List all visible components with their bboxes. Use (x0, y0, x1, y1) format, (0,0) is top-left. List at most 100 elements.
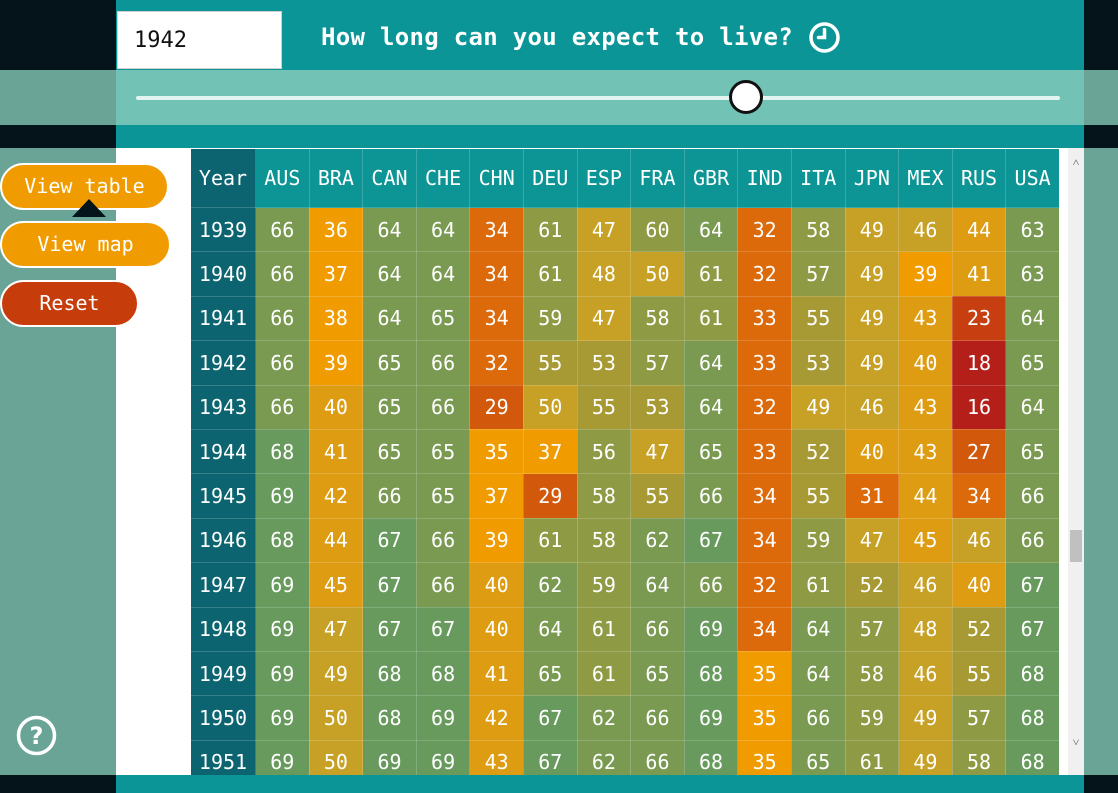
table-row: 1941 66 38 64 65 34 59 47 58 61 33 55 49 43 23 64 (190, 295, 1060, 342)
year-slider-track[interactable] (136, 96, 1060, 100)
column-header-usa[interactable]: USA (1005, 148, 1060, 208)
page-title: How long can you expect to live? (321, 23, 793, 51)
column-header-che[interactable]: CHE (415, 148, 471, 208)
life-expectancy-cell: 49 (844, 251, 900, 297)
life-expectancy-cell: 43 (898, 295, 953, 342)
life-expectancy-cell: 32 (737, 562, 792, 608)
life-expectancy-cell: 50 (308, 695, 364, 741)
scroll-up-icon[interactable]: ˄ (1072, 155, 1080, 169)
column-header-bra[interactable]: BRA (308, 148, 364, 208)
life-expectancy-cell: 52 (844, 562, 900, 608)
svg-text:?: ? (30, 722, 44, 750)
life-expectancy-cell: 40 (951, 562, 1007, 608)
table-row: 1946 68 44 67 66 39 61 58 62 67 34 59 47 45 46 66 (190, 517, 1060, 564)
view-map-button[interactable]: View map (0, 221, 171, 268)
reset-button[interactable]: Reset (0, 280, 139, 327)
clock-icon[interactable] (808, 21, 841, 54)
life-expectancy-cell: 56 (576, 428, 632, 475)
life-expectancy-cell: 61 (683, 295, 739, 342)
life-expectancy-cell: 66 (362, 473, 417, 519)
life-expectancy-cell: 66 (255, 384, 310, 430)
life-expectancy-cell: 44 (951, 206, 1007, 253)
life-expectancy-cell: 58 (951, 739, 1007, 775)
column-header-year[interactable]: Year (190, 148, 256, 208)
year-input[interactable] (117, 11, 282, 69)
year-cell: 1949 (190, 650, 256, 697)
life-expectancy-cell: 18 (951, 340, 1007, 386)
life-expectancy-cell: 58 (576, 473, 632, 519)
life-expectancy-cell: 62 (522, 562, 578, 608)
life-expectancy-cell: 69 (255, 739, 310, 775)
column-header-ita[interactable]: ITA (790, 148, 846, 208)
life-expectancy-cell: 39 (308, 340, 364, 386)
year-slider-thumb[interactable] (728, 80, 763, 114)
life-expectancy-cell: 46 (898, 562, 953, 608)
life-expectancy-cell: 65 (362, 428, 417, 475)
life-expectancy-cell: 33 (737, 340, 792, 386)
table-row: 1951 69 50 69 69 43 67 62 66 68 35 65 61 49 58 68 (190, 739, 1060, 775)
life-expectancy-cell: 64 (362, 206, 417, 253)
life-expectancy-cell: 40 (898, 340, 953, 386)
life-expectancy-cell: 67 (362, 606, 417, 652)
life-expectancy-cell: 47 (308, 606, 364, 652)
table-row: 1947 69 45 67 66 40 62 59 64 66 32 61 52 46 40 67 (190, 562, 1060, 608)
life-expectancy-cell: 35 (469, 428, 524, 475)
life-expectancy-cell: 55 (576, 384, 632, 430)
life-expectancy-cell: 66 (790, 695, 846, 741)
spacer-right (1084, 125, 1118, 148)
life-expectancy-cell: 49 (308, 650, 364, 697)
life-expectancy-cell: 34 (737, 473, 792, 519)
bottom-right-background (1084, 775, 1118, 793)
question-circle-icon[interactable]: ? (16, 715, 57, 756)
life-expectancy-cell: 41 (469, 650, 524, 697)
table-row: 1943 66 40 65 66 29 50 55 53 64 32 49 46 43 16 64 (190, 384, 1060, 430)
year-cell: 1942 (190, 340, 256, 386)
scrollbar-thumb[interactable] (1070, 530, 1082, 562)
column-header-esp[interactable]: ESP (576, 148, 632, 208)
life-expectancy-cell: 68 (415, 650, 471, 697)
life-expectancy-cell: 44 (898, 473, 953, 519)
life-expectancy-cell: 65 (683, 428, 739, 475)
life-expectancy-cell: 37 (522, 428, 578, 475)
active-view-indicator (72, 199, 106, 217)
table-scrollbar[interactable]: ˄ ˅ (1068, 148, 1084, 775)
life-expectancy-cell: 65 (362, 384, 417, 430)
life-expectancy-cell: 39 (898, 251, 953, 297)
column-header-gbr[interactable]: GBR (683, 148, 739, 208)
column-header-ind[interactable]: IND (737, 148, 792, 208)
table-row: 1939 66 36 64 64 34 61 47 60 64 32 58 49 46 44 63 (190, 206, 1060, 253)
life-expectancy-cell: 61 (576, 606, 632, 652)
life-expectancy-cell: 69 (683, 606, 739, 652)
life-expectancy-cell: 55 (790, 295, 846, 342)
column-header-jpn[interactable]: JPN (844, 148, 900, 208)
life-expectancy-cell: 43 (898, 428, 953, 475)
life-expectancy-cell: 61 (790, 562, 846, 608)
life-expectancy-cell: 66 (415, 340, 471, 386)
column-header-fra[interactable]: FRA (630, 148, 685, 208)
life-expectancy-cell: 68 (1005, 650, 1060, 697)
spacer-left (0, 125, 116, 148)
life-expectancy-cell: 49 (898, 695, 953, 741)
column-header-can[interactable]: CAN (362, 148, 417, 208)
life-expectancy-cell: 52 (790, 428, 846, 475)
year-cell: 1946 (190, 517, 256, 564)
life-expectancy-cell: 42 (469, 695, 524, 741)
scroll-down-icon[interactable]: ˅ (1072, 735, 1080, 749)
life-expectancy-table[interactable]: Year AUS BRA CAN CHE CHN DEU ESP FRA GBR IND ITA JPN… (190, 148, 1070, 775)
life-expectancy-cell: 44 (308, 517, 364, 564)
column-header-mex[interactable]: MEX (898, 148, 953, 208)
life-expectancy-cell: 59 (790, 517, 846, 564)
column-header-deu[interactable]: DEU (522, 148, 578, 208)
life-expectancy-cell: 53 (576, 340, 632, 386)
life-expectancy-cell: 67 (415, 606, 471, 652)
life-expectancy-cell: 65 (415, 295, 471, 342)
table-row: 1942 66 39 65 66 32 55 53 57 64 33 53 49 40 18 65 (190, 340, 1060, 386)
column-header-rus[interactable]: RUS (951, 148, 1007, 208)
life-expectancy-cell: 66 (415, 384, 471, 430)
column-header-chn[interactable]: CHN (469, 148, 524, 208)
column-header-aus[interactable]: AUS (255, 148, 310, 208)
life-expectancy-cell: 62 (576, 695, 632, 741)
life-expectancy-cell: 64 (362, 251, 417, 297)
life-expectancy-cell: 58 (630, 295, 685, 342)
life-expectancy-cell: 34 (469, 206, 524, 253)
